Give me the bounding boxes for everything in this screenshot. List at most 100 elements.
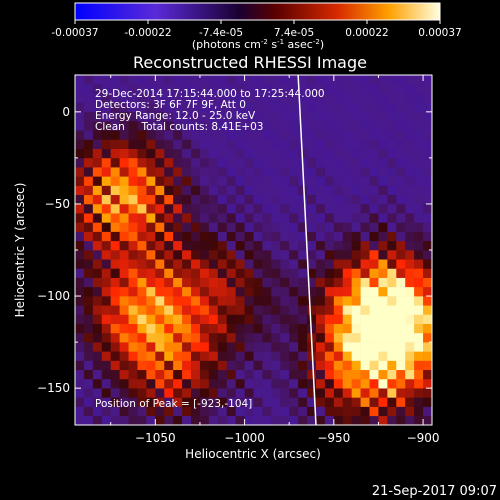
heatmap-cell [262, 222, 272, 232]
heatmap-cell [369, 231, 379, 242]
heatmap-cell [387, 277, 397, 288]
heatmap-cell [244, 305, 254, 315]
heatmap-cell [396, 342, 406, 352]
heatmap-cell [351, 102, 361, 113]
heatmap-cell [315, 185, 326, 196]
heatmap-cell [333, 194, 344, 205]
heatmap-cell [146, 213, 156, 223]
heatmap-cell [182, 286, 192, 297]
heatmap-cell [146, 231, 156, 242]
heatmap-cell [378, 286, 388, 297]
heatmap-cell [333, 139, 344, 149]
heatmap-cell [146, 406, 156, 417]
heatmap-cell [173, 213, 183, 223]
heatmap-cell [378, 139, 388, 149]
heatmap-cell [128, 167, 138, 177]
heatmap-cell [182, 194, 192, 205]
heatmap-cell [244, 213, 254, 223]
heatmap-cell [137, 102, 147, 113]
heatmap-cell [244, 222, 254, 232]
heatmap-cell [333, 323, 344, 334]
heatmap-cell [378, 268, 388, 278]
heatmap-cell [423, 139, 432, 149]
heatmap-cell [280, 332, 290, 343]
heatmap-cell [244, 111, 254, 122]
heatmap-cell [110, 84, 120, 94]
heatmap-cell [226, 222, 236, 232]
heatmap-cell [387, 176, 397, 186]
x-tick-label: −1000 [224, 431, 265, 445]
heatmap-cell [128, 305, 138, 315]
heatmap-cell [137, 286, 147, 297]
heatmap-cell [405, 259, 415, 269]
heatmap-cell [378, 305, 388, 315]
heatmap-cell [307, 305, 317, 315]
heatmap-cell [378, 203, 388, 214]
heatmap-cell [191, 240, 201, 251]
heatmap-cell [83, 397, 94, 407]
heatmap-cell [307, 351, 317, 361]
heatmap-cell [298, 203, 308, 214]
heatmap-cell [75, 203, 85, 214]
heatmap-cell [191, 286, 201, 297]
heatmap-cell [208, 323, 219, 334]
heatmap-cell [83, 176, 94, 186]
heatmap-cell [280, 397, 290, 407]
heatmap-cell [342, 194, 352, 205]
heatmap-cell [92, 121, 103, 131]
heatmap-cell [92, 277, 103, 288]
heatmap-cell [315, 314, 326, 324]
heatmap-cell [83, 406, 94, 417]
heatmap-cell [191, 139, 201, 149]
heatmap-cell [378, 231, 388, 242]
heatmap-cell [289, 360, 299, 371]
heatmap-cell [289, 213, 299, 223]
heatmap-cell [387, 342, 397, 352]
heatmap-cell [75, 176, 85, 186]
heatmap-cell [182, 148, 192, 159]
heatmap-cell [324, 268, 335, 278]
heatmap-cell [289, 148, 299, 159]
heatmap-cell [173, 277, 183, 288]
heatmap-cell [226, 388, 236, 398]
heatmap-cell [351, 397, 361, 407]
heatmap-cell [83, 332, 94, 343]
heatmap-cell [226, 296, 236, 306]
heatmap-cell [208, 268, 219, 278]
heatmap-cell [351, 296, 361, 306]
heatmap-cell [253, 93, 263, 103]
heatmap-cell [253, 259, 263, 269]
heatmap-cell [280, 93, 290, 103]
heatmap-cell [164, 102, 174, 113]
heatmap-cell [92, 213, 103, 223]
heatmap-cell [199, 213, 210, 223]
heatmap-cell [110, 286, 120, 297]
heatmap-cell [128, 222, 138, 232]
heatmap-cell [315, 130, 326, 140]
heatmap-cell [423, 102, 432, 113]
heatmap-cell [360, 397, 370, 407]
heatmap-cell [128, 84, 138, 94]
heatmap-cell [324, 323, 335, 334]
heatmap-cell [92, 305, 103, 315]
heatmap-cell [351, 268, 361, 278]
heatmap-cell [226, 286, 236, 297]
heatmap-cell [298, 259, 308, 269]
heatmap-cell [173, 240, 183, 251]
heatmap-cell [173, 176, 183, 186]
heatmap-cell [307, 111, 317, 122]
heatmap-cell [396, 415, 406, 425]
heatmap-cell [244, 314, 254, 324]
heatmap-cell [262, 305, 272, 315]
heatmap-cell [244, 139, 254, 149]
heatmap-cell [182, 415, 192, 425]
heatmap-cell [208, 185, 219, 196]
heatmap-cell [208, 139, 219, 149]
heatmap-cell [75, 148, 85, 159]
heatmap-cell [378, 342, 388, 352]
heatmap-cell [369, 157, 379, 168]
heatmap-cell [360, 139, 370, 149]
heatmap-cell [235, 222, 245, 232]
heatmap-cell [289, 222, 299, 232]
heatmap-cell [155, 360, 165, 371]
